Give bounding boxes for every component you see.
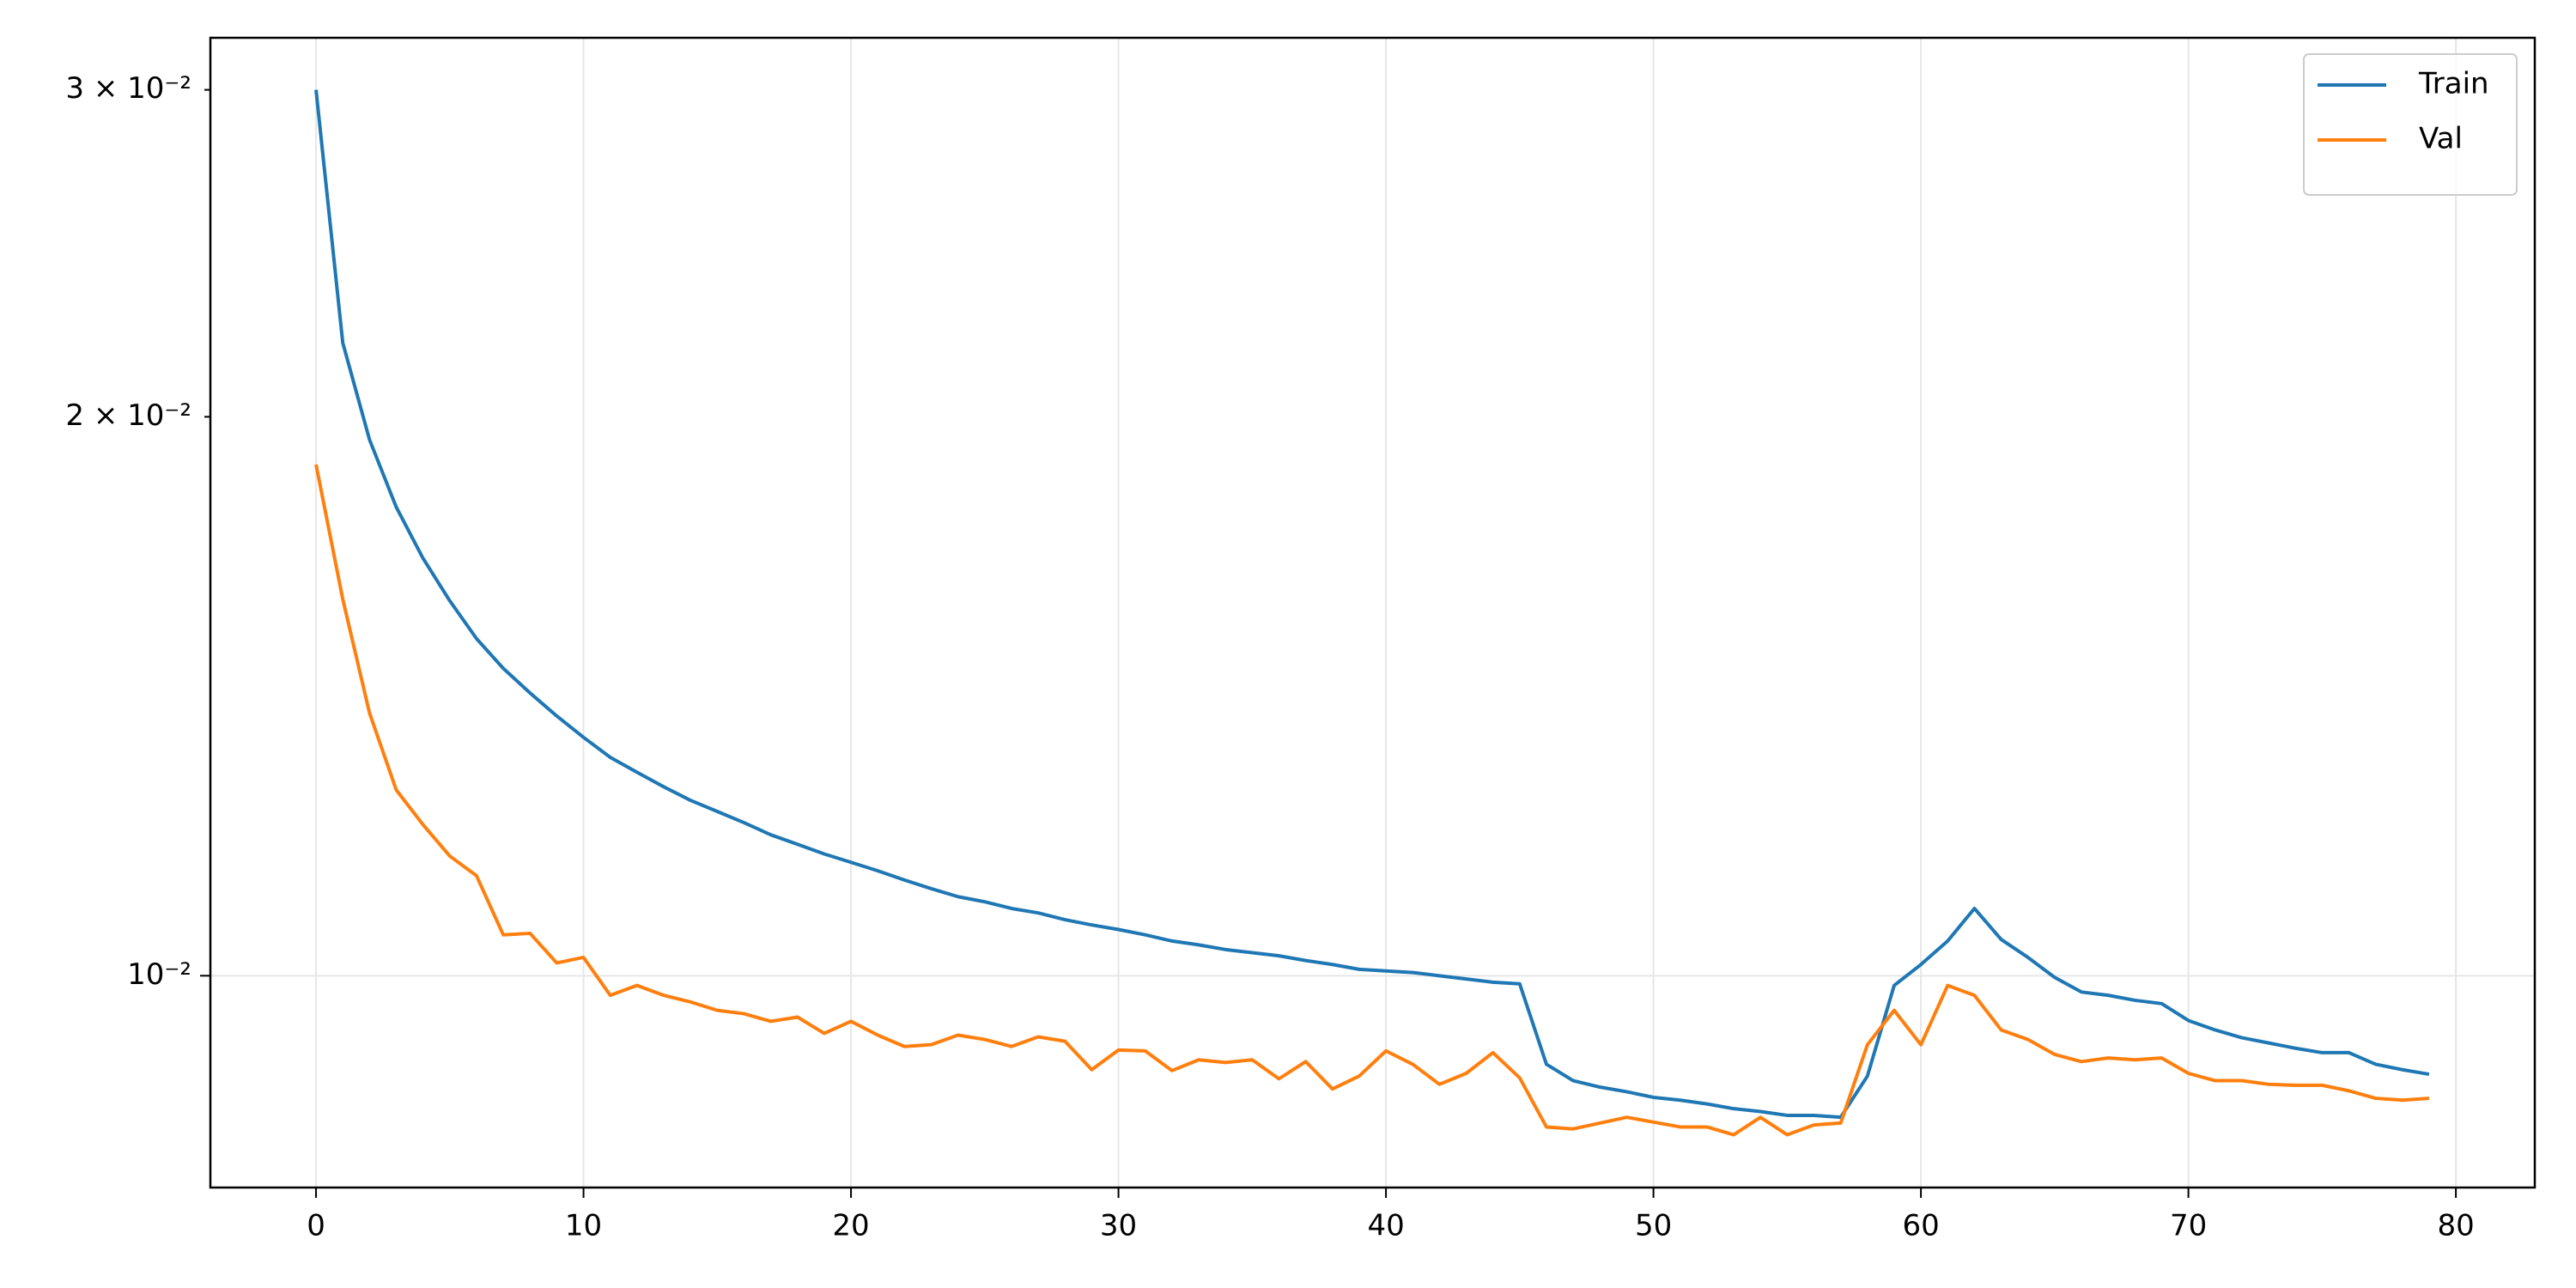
x-tick-label: 60	[1902, 1209, 1939, 1243]
x-tick-label: 70	[2170, 1209, 2207, 1243]
x-tick-label: 30	[1100, 1209, 1137, 1243]
y-tick-label: 2 × 10⁻²	[65, 398, 191, 433]
x-tick-label: 20	[832, 1209, 869, 1243]
legend-box	[2303, 53, 2518, 196]
legend-label: Train	[2418, 67, 2489, 101]
y-tick-label: 3 × 10⁻²	[65, 71, 191, 106]
series-line	[314, 464, 2430, 1137]
plot-frame	[209, 36, 2537, 1189]
x-tick-label: 0	[307, 1209, 325, 1243]
x-tick-label: 50	[1635, 1209, 1672, 1243]
series-line	[314, 89, 2430, 1120]
x-tick-label: 10	[565, 1209, 602, 1243]
x-tick-label: 40	[1367, 1209, 1404, 1243]
legend-label: Val	[2419, 122, 2463, 156]
y-tick-label: 10⁻²	[127, 957, 191, 992]
x-tick-label: 80	[2437, 1209, 2474, 1243]
